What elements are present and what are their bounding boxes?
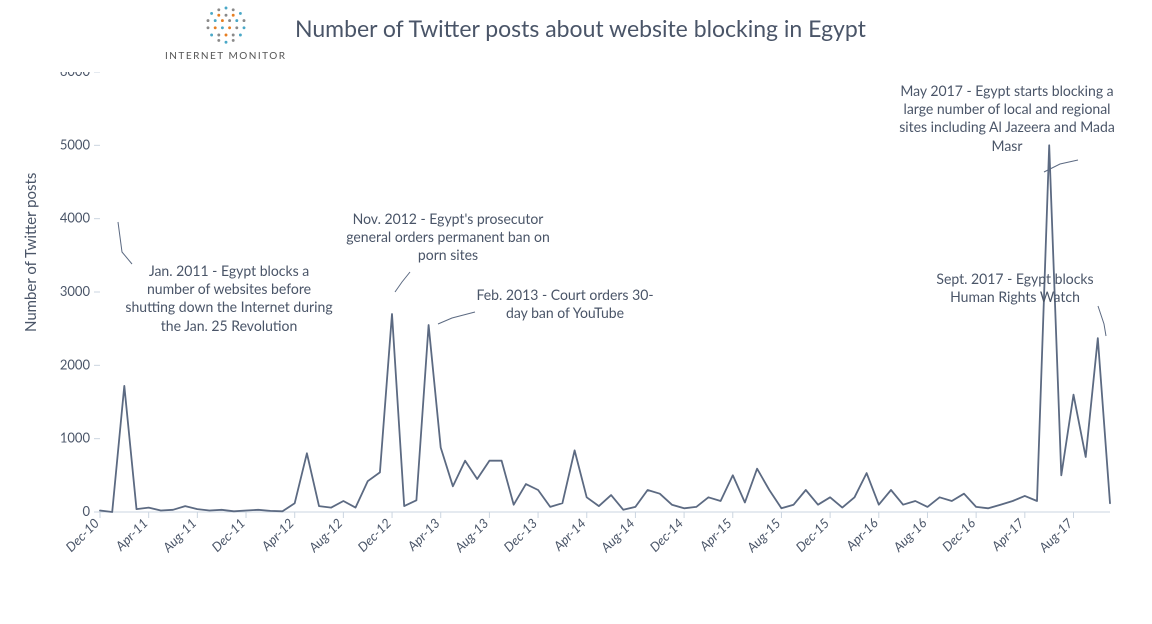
logo-dots-icon xyxy=(199,4,253,48)
brand-name: INTERNET MONITOR xyxy=(165,50,287,62)
svg-text:Aug-15: Aug-15 xyxy=(743,515,784,556)
svg-text:1000: 1000 xyxy=(60,430,91,446)
svg-text:Dec-14: Dec-14 xyxy=(646,515,686,555)
svg-text:Apr-11: Apr-11 xyxy=(111,515,151,555)
svg-text:Aug-12: Aug-12 xyxy=(305,515,346,556)
y-axis-label: Number of Twitter posts xyxy=(22,173,40,332)
svg-text:Dec-12: Dec-12 xyxy=(354,515,394,555)
svg-text:Apr-13: Apr-13 xyxy=(403,515,443,555)
chart-svg: 0100020003000400050006000Dec-10Apr-11Aug… xyxy=(30,72,1130,602)
svg-text:Aug-17: Aug-17 xyxy=(1035,514,1076,555)
svg-text:Aug-13: Aug-13 xyxy=(451,515,492,556)
chart-title: Number of Twitter posts about website bl… xyxy=(295,14,866,42)
svg-text:Aug-11: Aug-11 xyxy=(159,515,200,556)
svg-text:5000: 5000 xyxy=(60,136,91,152)
svg-text:Dec-10: Dec-10 xyxy=(62,514,102,554)
brand-logo: INTERNET MONITOR xyxy=(165,4,287,62)
svg-text:Aug-16: Aug-16 xyxy=(889,515,930,556)
svg-text:Apr-17: Apr-17 xyxy=(987,514,1027,554)
svg-text:4000: 4000 xyxy=(60,210,91,226)
svg-text:3000: 3000 xyxy=(60,283,91,299)
svg-text:Dec-16: Dec-16 xyxy=(939,515,979,555)
svg-text:Apr-15: Apr-15 xyxy=(695,515,735,555)
svg-text:Dec-13: Dec-13 xyxy=(500,515,540,555)
svg-text:6000: 6000 xyxy=(60,72,91,79)
svg-text:Apr-12: Apr-12 xyxy=(257,515,297,555)
chart-area: Number of Twitter posts 0100020003000400… xyxy=(30,72,1130,602)
svg-text:Dec-15: Dec-15 xyxy=(792,515,832,555)
svg-text:Dec-11: Dec-11 xyxy=(208,515,248,555)
svg-text:Apr-14: Apr-14 xyxy=(549,515,589,555)
svg-text:Aug-14: Aug-14 xyxy=(597,515,638,556)
svg-text:2000: 2000 xyxy=(60,356,91,372)
svg-text:Apr-16: Apr-16 xyxy=(842,515,881,554)
